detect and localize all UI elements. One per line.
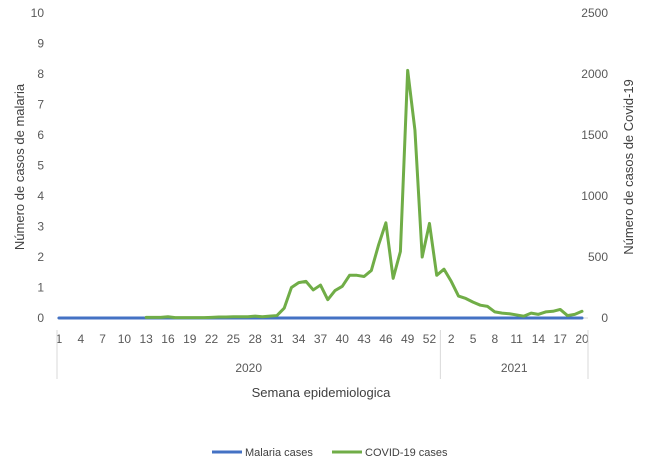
legend: Malaria cases COVID-19 cases	[212, 447, 448, 459]
year-label: 2021	[501, 361, 528, 375]
x-tick-label: 19	[183, 332, 197, 346]
x-tick-label: 1	[56, 332, 63, 346]
series-layer	[57, 68, 584, 320]
series-line-covid	[144, 68, 584, 320]
right-axis-title: Número de casos de Covid-19	[621, 79, 636, 255]
x-tick-label: 7	[99, 332, 106, 346]
x-tick-label: 31	[270, 332, 284, 346]
x-tick-label: 11	[510, 332, 523, 346]
x-axis-title: Semana epidemiologica	[252, 385, 392, 400]
left-tick-label: 10	[31, 6, 45, 20]
left-tick-label: 9	[37, 37, 44, 51]
x-tick-label: 17	[554, 332, 568, 346]
x-tick-label: 22	[205, 332, 219, 346]
x-tick-label: 49	[401, 332, 415, 346]
x-axis-tick-labels: 1 4 7 10 13 16 19 22 25 28 31 34 37 40 43 46 49 52 2 5 8 11 14…	[56, 332, 589, 346]
x-tick-label: 10	[118, 332, 132, 346]
left-tick-label: 3	[37, 220, 44, 234]
right-tick-label: 0	[601, 311, 608, 325]
legend-label-malaria: Malaria cases	[245, 447, 313, 459]
left-tick-label: 8	[37, 67, 44, 81]
x-tick-label: 34	[292, 332, 306, 346]
legend-item-covid: COVID-19 cases	[332, 447, 448, 459]
x-tick-label: 14	[532, 332, 546, 346]
x-tick-label: 43	[357, 332, 371, 346]
left-tick-label: 1	[37, 281, 44, 295]
left-tick-label: 7	[37, 98, 44, 112]
x-tick-label: 13	[139, 332, 153, 346]
right-tick-label: 1500	[581, 128, 608, 142]
right-axis-ticks: 0 500 1000 1500 2000 2500	[581, 6, 608, 325]
x-tick-label: 4	[77, 332, 84, 346]
year-label: 2020	[235, 361, 262, 375]
left-tick-label: 2	[37, 250, 44, 264]
x-tick-label: 37	[314, 332, 328, 346]
left-tick-label: 6	[37, 128, 44, 142]
x-tick-label: 2	[448, 332, 455, 346]
x-tick-label: 25	[227, 332, 241, 346]
right-tick-label: 1000	[581, 189, 608, 203]
left-axis-ticks: 0 1 2 3 4 5 6 7 8 9 10	[31, 6, 45, 325]
left-tick-label: 5	[37, 159, 44, 173]
right-tick-label: 2000	[581, 67, 608, 81]
left-tick-label: 0	[37, 311, 44, 325]
legend-label-covid: COVID-19 cases	[365, 447, 448, 459]
x-tick-label: 5	[470, 332, 477, 346]
x-tick-label: 46	[379, 332, 393, 346]
legend-item-malaria: Malaria cases	[212, 447, 313, 459]
left-axis-title: Número de casos de malaria	[12, 83, 27, 250]
x-tick-label: 16	[161, 332, 175, 346]
x-axis-year-groups: 2020 2021	[56, 330, 589, 379]
right-tick-label: 500	[588, 250, 608, 264]
left-tick-label: 4	[37, 189, 44, 203]
x-tick-label: 8	[491, 332, 498, 346]
x-tick-label: 20	[575, 332, 589, 346]
x-tick-label: 28	[248, 332, 262, 346]
x-tick-label: 52	[423, 332, 437, 346]
x-tick-label: 40	[336, 332, 350, 346]
right-tick-label: 2500	[581, 6, 608, 20]
